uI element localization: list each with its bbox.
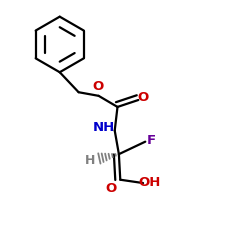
Text: NH: NH	[93, 121, 115, 134]
Text: H: H	[85, 154, 96, 167]
Text: F: F	[147, 134, 156, 147]
Text: OH: OH	[138, 176, 160, 189]
Text: O: O	[138, 91, 149, 104]
Text: O: O	[106, 182, 117, 195]
Text: O: O	[92, 80, 104, 94]
